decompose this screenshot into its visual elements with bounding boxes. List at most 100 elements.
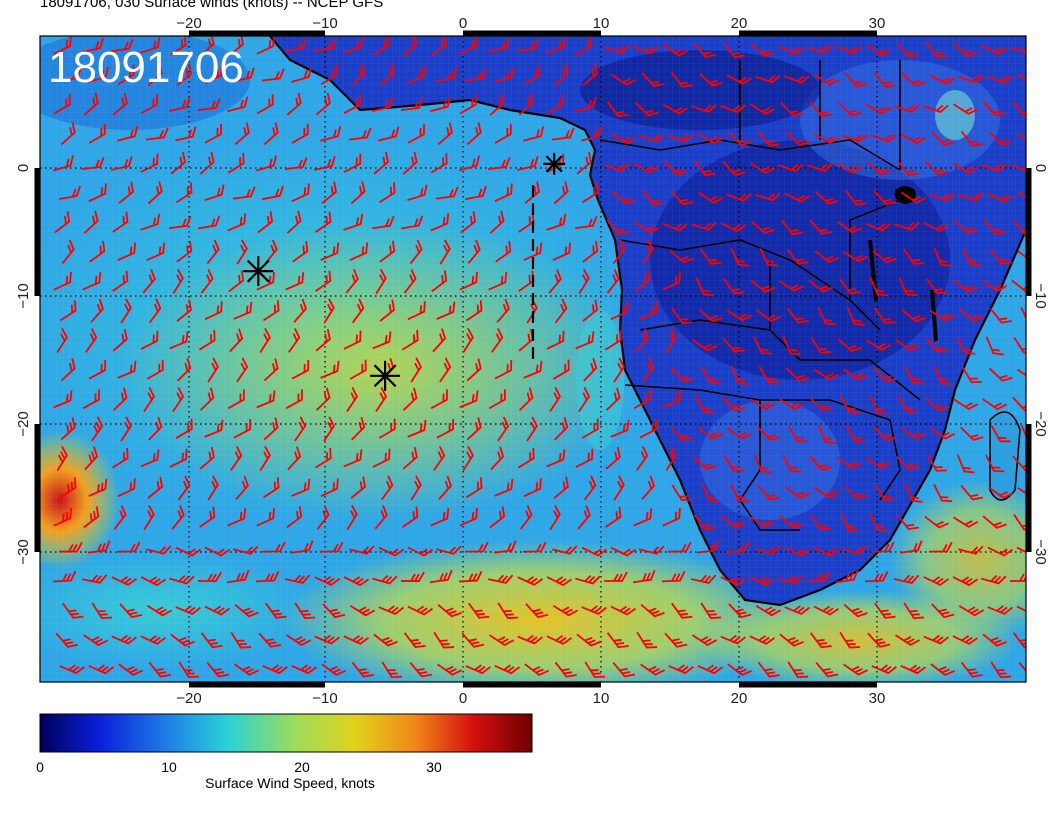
wind-barb [372, 36, 390, 56]
wind-barb [169, 96, 191, 112]
wind-barb [177, 357, 192, 382]
wind-barb [140, 153, 159, 173]
wind-barb [465, 664, 491, 675]
lat-tick-left: −10 [15, 283, 32, 308]
wind-barb [757, 661, 780, 678]
wind-barb [464, 541, 489, 553]
wind-barb [524, 663, 549, 676]
wind-barb [227, 213, 247, 232]
wind-barb [786, 248, 809, 265]
wind-barb [610, 419, 630, 438]
wind-barb [263, 122, 279, 146]
wind-barb [842, 250, 869, 263]
wind-barb [904, 366, 924, 384]
wind-barb [698, 72, 723, 87]
wind-barb [489, 506, 506, 529]
wind-barb [313, 38, 337, 53]
wind-barb [1018, 662, 1026, 678]
wind-barb [204, 301, 223, 321]
wind-barb [813, 605, 840, 616]
wind-barb [755, 605, 782, 617]
wind-barb [522, 541, 547, 553]
wind-barb [605, 387, 621, 411]
madagascar [989, 411, 1021, 501]
wind-barb [516, 38, 540, 53]
wind-barb [669, 250, 694, 264]
wind-barb [319, 541, 344, 553]
lat-ticks-left: 0 −10 −20 −30 [15, 164, 32, 565]
wind-barb [697, 664, 724, 675]
wind-barb [82, 389, 100, 410]
wind-barb [407, 546, 434, 557]
wind-barb [610, 546, 637, 557]
wind-barb [1016, 605, 1026, 616]
wind-barb [400, 571, 425, 582]
wind-barb [925, 42, 948, 59]
wind-barb [53, 507, 72, 527]
wind-barb [351, 661, 374, 678]
wind-barb [670, 71, 693, 88]
wind-barb [206, 239, 220, 265]
wind-barb [345, 269, 359, 294]
wind-barb [603, 571, 628, 582]
wind-barb [436, 301, 456, 320]
wind-barb [465, 477, 483, 499]
wind-barb [350, 181, 366, 205]
wind-barb [546, 94, 565, 114]
wind-barb [175, 546, 202, 557]
wind-barb [549, 386, 562, 412]
wind-barb [143, 386, 156, 412]
wind-barb [321, 181, 337, 204]
wind-barb [786, 307, 809, 324]
wind-barb [410, 357, 422, 383]
wind-barb [56, 327, 68, 354]
wind-barb [259, 327, 271, 354]
wind-barb [323, 416, 335, 442]
wind-barb [806, 571, 831, 582]
wind-barb [262, 664, 288, 675]
wind-barb [962, 247, 982, 267]
wind-barb [172, 386, 185, 412]
wind-barb [379, 63, 395, 86]
wind-barb [551, 127, 575, 141]
wind-barb [120, 298, 132, 324]
wind-barb [460, 211, 477, 234]
wind-barb [262, 300, 280, 322]
wind-barb [923, 222, 950, 233]
wind-barb [582, 63, 598, 86]
wind-barb [439, 239, 451, 265]
wind-barb [578, 386, 591, 412]
wind-barb [294, 602, 316, 620]
wind-barb [634, 220, 659, 234]
wind-barb [465, 300, 483, 322]
wind-barb [526, 416, 538, 442]
wind-barb [343, 330, 362, 350]
wind-barb [750, 43, 775, 58]
wind-barb [632, 569, 656, 584]
wind-barb [140, 94, 158, 115]
wind-barb [56, 445, 68, 472]
wind-barb [546, 213, 567, 231]
wind-barb [730, 247, 749, 267]
wind-barb [873, 426, 897, 442]
wind-barb [348, 127, 372, 141]
wind-barb [605, 446, 621, 470]
wind-barb [84, 446, 99, 471]
wind-barb [349, 242, 369, 261]
wind-barb [293, 298, 307, 323]
wind-barb [670, 190, 694, 206]
wind-barb [755, 192, 781, 202]
wind-barb [728, 603, 752, 619]
wind-barb [169, 36, 187, 56]
wind-barb [843, 603, 868, 618]
wind-barb [961, 366, 982, 384]
wind-barb [52, 570, 77, 583]
wind-barb [640, 663, 666, 676]
wind-barb [896, 160, 919, 177]
wind-barb [720, 222, 747, 233]
wind-barb [378, 605, 404, 615]
wind-barb [864, 571, 889, 583]
wind-barb [489, 210, 505, 234]
wind-barb [988, 367, 1013, 382]
wind-barb [633, 508, 653, 527]
